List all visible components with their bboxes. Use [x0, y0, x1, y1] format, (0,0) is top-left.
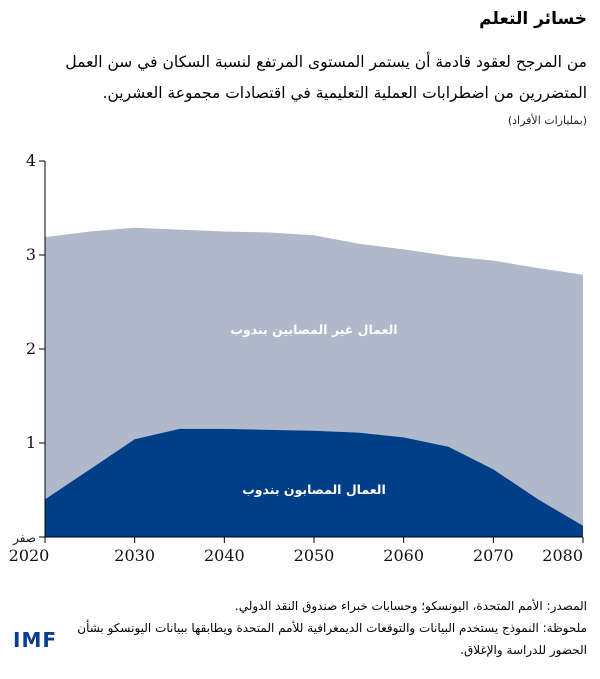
chart-subtitle: من المرجح لعقود قادمة أن يستمر المستوى ا…: [65, 53, 587, 102]
area-series-1: [45, 428, 583, 537]
x-tick-label: 2050: [294, 546, 335, 565]
area-chart: العمال المصابون بندوب العمال غير المصابين…: [9, 151, 584, 565]
x-tick-label: 2070: [473, 546, 514, 565]
chart-title: خسائر التعلم: [479, 9, 587, 29]
source-note: المصدر: الأمم المتحدة، اليونسكو؛ وحسابات…: [234, 599, 587, 613]
y-tick-label: 4: [26, 151, 36, 170]
x-tick-label: 2060: [383, 546, 424, 565]
y-tick-label: 2: [26, 339, 36, 358]
methodology-note: ملحوظة: النموذج يستخدم البيانات والتوقعا…: [77, 621, 587, 657]
x-tick-label: 2080: [542, 546, 583, 565]
area-series-2: [45, 227, 583, 526]
x-tick-label: 2020: [9, 546, 50, 565]
label-unscarred-workers: العمال غير المصابين بندوب: [230, 322, 397, 337]
imf-logo: IMF: [13, 628, 58, 652]
x-tick-label: 2030: [114, 546, 155, 565]
x-tick-label: 2040: [204, 546, 245, 565]
y-tick-label: صفر: [12, 531, 36, 546]
unit-label: (بمليارات الأفراد): [507, 114, 587, 127]
y-tick-label: 3: [26, 245, 36, 264]
y-tick-label: 1: [26, 433, 36, 452]
label-scarred-workers: العمال المصابون بندوب: [242, 482, 386, 497]
